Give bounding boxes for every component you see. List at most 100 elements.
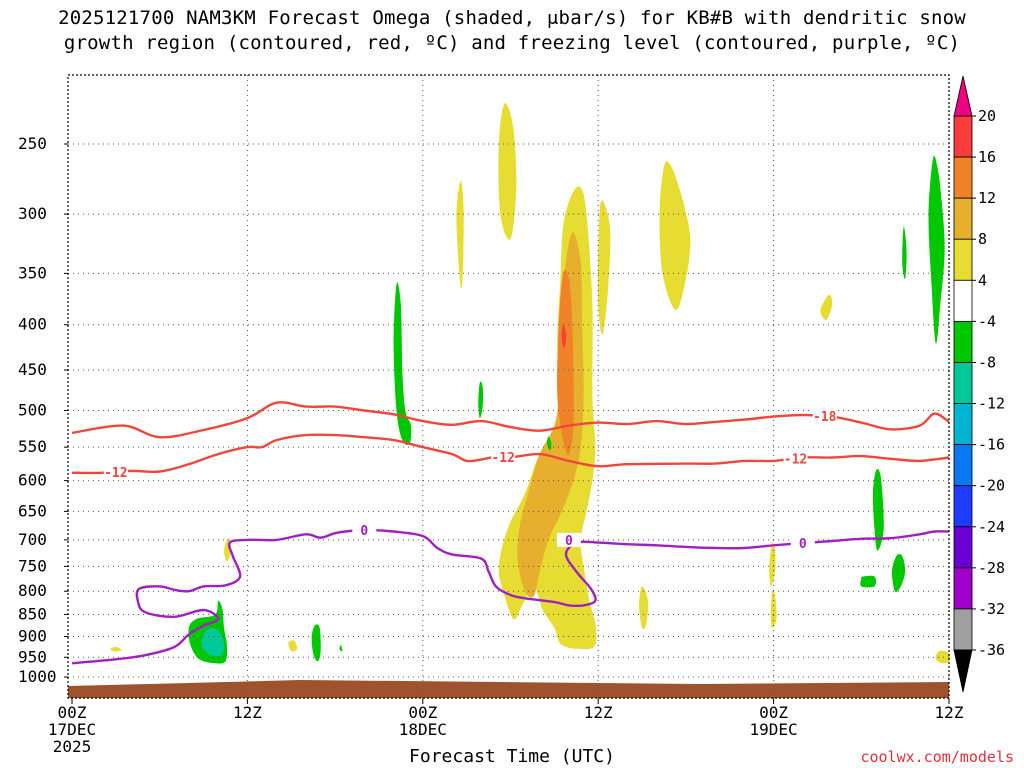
colorbar: 20 16 12 8 4 -4 -8 -12 -16 -20 -24 -28 -32 -36 <box>953 75 1005 693</box>
contour-label-bg-5 <box>556 532 581 547</box>
omega-region-20 <box>311 624 321 662</box>
colorbar-label-12: -32 <box>978 600 1005 618</box>
colorbar-under-triangle <box>953 649 973 693</box>
colorbar-box-4 <box>953 279 973 322</box>
colorbar-box-5 <box>953 320 973 363</box>
y-tick-label-950: 950 <box>18 647 47 666</box>
plot-border <box>67 74 950 699</box>
temperature-contours: -18 -12 -12 -12 0 0 0 <box>71 401 950 665</box>
colorbar-label-8: -16 <box>978 436 1005 454</box>
colorbar-over-triangle <box>953 75 973 117</box>
contour-label-bg-1 <box>103 464 128 479</box>
omega-region-16 <box>393 282 412 446</box>
contour-label-5: 0 <box>565 534 573 549</box>
colorbar-label-2: 12 <box>978 189 996 207</box>
x-tick-label-36: 12Z <box>584 703 613 722</box>
y-tick-label-750: 750 <box>18 556 47 575</box>
contour-label-bg-2 <box>491 450 516 465</box>
contour-label-6: 0 <box>799 537 807 552</box>
plot-frame <box>67 74 950 699</box>
omega-region-14 <box>557 269 574 455</box>
x-tick-label-12: 12Z <box>233 703 262 722</box>
omega-region-9 <box>639 586 649 630</box>
colorbar-box-8 <box>953 444 973 487</box>
y-tick-label-900: 900 <box>18 626 47 645</box>
y-tick-label-350: 350 <box>18 263 47 282</box>
colorbar-box-9 <box>953 485 973 528</box>
colorbar-label-10: -24 <box>978 518 1005 536</box>
y-tick-label-700: 700 <box>18 530 47 549</box>
omega-region-3 <box>456 180 464 289</box>
contour-label-0: -18 <box>813 410 837 425</box>
x-tick-date-24: 18DEC <box>399 720 447 739</box>
colorbar-box-2 <box>953 197 973 240</box>
colorbar-box-1 <box>953 156 973 199</box>
omega-region-1 <box>110 646 122 652</box>
y-tick-label-1000: 1000 <box>18 667 57 686</box>
omega-region-11 <box>770 589 777 628</box>
x-tick-label-48: 00Z <box>759 703 788 722</box>
contour-label-bg-3 <box>783 451 808 466</box>
omega-region-12 <box>935 650 951 664</box>
y-tick-label-300: 300 <box>18 204 47 223</box>
y-tick-label-550: 550 <box>18 437 47 456</box>
colorbar-label-6: -8 <box>978 353 996 371</box>
omega-region-26 <box>860 575 877 588</box>
pressure-axis: 250 300 350 400 450 500 550 600 650 700 750 800 850 9… <box>18 134 68 686</box>
contour-label-2: -12 <box>491 451 514 466</box>
x-tick-date-0: 17DEC <box>48 720 96 739</box>
contour-label-1: -12 <box>104 466 127 481</box>
omega-region-8 <box>820 294 833 320</box>
omega-region-24 <box>872 469 884 551</box>
colorbar-box-11 <box>953 567 973 610</box>
omega-region-17 <box>478 381 484 419</box>
colorbar-label-5: -4 <box>978 312 996 330</box>
colorbar-label-13: -36 <box>978 641 1005 659</box>
omega-region-10 <box>769 541 776 587</box>
y-tick-label-400: 400 <box>18 315 47 334</box>
omega-region-23 <box>902 226 907 280</box>
colorbar-label-11: -28 <box>978 559 1005 577</box>
colorbar-box-12 <box>953 608 973 651</box>
omega-region-27 <box>201 627 225 657</box>
colorbar-box-7 <box>953 403 973 446</box>
colorbar-label-7: -12 <box>978 395 1005 413</box>
colorbar-label-0: 20 <box>978 107 996 125</box>
contour-label-bg-4 <box>352 522 377 537</box>
omega-region-2 <box>288 640 298 652</box>
omega-region-22 <box>928 155 945 344</box>
credit-link[interactable]: coolwx.com/models <box>860 748 1014 766</box>
contour-label-bg-6 <box>790 536 815 551</box>
omega-region-15 <box>561 324 567 349</box>
colorbar-label-3: 8 <box>978 230 987 248</box>
title-line-2: growth region (contoured, red, ºC) and f… <box>63 32 961 54</box>
contour-label-bg-0 <box>812 409 837 424</box>
y-tick-label-650: 650 <box>18 501 47 520</box>
contour-label-4: 0 <box>360 524 368 539</box>
title-line-1: 2025121700 NAM3KM Forecast Omega (shaded… <box>58 7 966 29</box>
omega-region-25 <box>891 554 906 592</box>
x-tick-year-0: 2025 <box>53 737 92 756</box>
x-tick-label-24: 00Z <box>408 703 437 722</box>
y-tick-label-500: 500 <box>18 401 47 420</box>
x-tick-date-48: 19DEC <box>750 720 798 739</box>
x-tick-label-60: 12Z <box>935 703 964 722</box>
colorbar-box-10 <box>953 526 973 569</box>
omega-region-7 <box>659 161 691 311</box>
y-tick-label-600: 600 <box>18 471 47 490</box>
chart-title: 2025121700 NAM3KM Forecast Omega (shaded… <box>0 6 1024 56</box>
y-tick-label-800: 800 <box>18 581 47 600</box>
x-tick-label-0: 00Z <box>58 703 87 722</box>
terrain-surface <box>68 680 949 698</box>
colorbar-box-3 <box>953 238 973 281</box>
omega-region-21 <box>339 644 343 652</box>
colorbar-label-9: -20 <box>978 477 1005 495</box>
omega-region-6 <box>597 200 611 335</box>
contour-line-4 <box>71 528 950 665</box>
y-tick-label-250: 250 <box>18 134 47 153</box>
colorbar-label-1: 16 <box>978 148 996 166</box>
y-tick-label-450: 450 <box>18 360 47 379</box>
contour-label-3: -12 <box>784 452 807 467</box>
